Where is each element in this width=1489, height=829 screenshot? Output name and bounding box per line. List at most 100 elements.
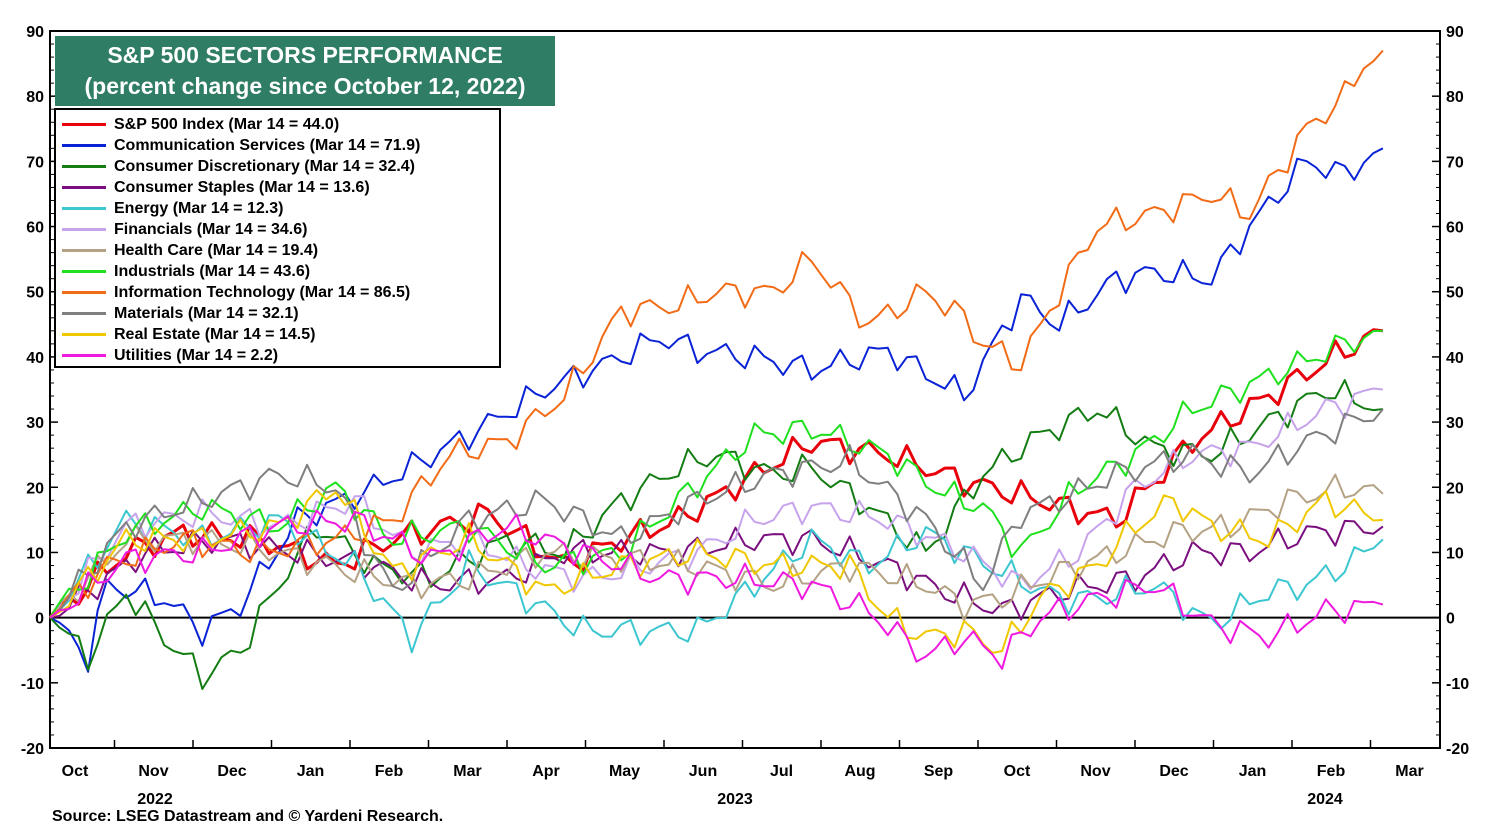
legend-label: Utilities (Mar 14 = 2.2) (114, 346, 279, 364)
month-label: Apr (532, 763, 560, 780)
y-tick-label-left: 30 (26, 415, 44, 432)
legend-item: Communication Services (Mar 14 = 71.9) (62, 135, 493, 156)
month-label: Oct (1004, 763, 1031, 780)
series-line-s-p-500-index (48, 328, 1384, 619)
year-label: 2024 (1307, 791, 1343, 808)
month-label: Sep (924, 763, 954, 780)
legend-swatch (62, 354, 106, 357)
chart-title: S&P 500 SECTORS PERFORMANCE (107, 42, 503, 68)
legend-item: Consumer Staples (Mar 14 = 13.6) (62, 177, 493, 198)
y-tick-label-right: 90 (1446, 24, 1464, 41)
y-tick-label-right: 80 (1446, 89, 1464, 106)
y-tick-label-left: 70 (26, 154, 44, 171)
series-line-utilities (49, 509, 1384, 670)
legend-swatch (62, 207, 106, 210)
plot-frame (49, 30, 1441, 749)
legend-label: Real Estate (Mar 14 = 14.5) (114, 325, 316, 343)
source-note: Source: LSEG Datastream and © Yardeni Re… (52, 808, 444, 825)
legend-item: Materials (Mar 14 = 32.1) (62, 303, 493, 324)
legend-item: Information Technology (Mar 14 = 86.5) (62, 282, 493, 303)
month-label: Mar (453, 763, 481, 780)
series-line-real-estate (49, 489, 1383, 654)
month-label: Jan (297, 763, 325, 780)
legend-swatch (62, 312, 106, 315)
legend-item: Real Estate (Mar 14 = 14.5) (62, 324, 493, 345)
legend-swatch (62, 249, 106, 252)
chart-frame (49, 30, 1441, 749)
y-tick-label-right: 60 (1446, 220, 1464, 237)
y-tick-label-left: 50 (26, 285, 44, 302)
legend: S&P 500 Index (Mar 14 = 44.0) Communicati… (54, 108, 501, 368)
y-tick-label-left: 10 (26, 545, 44, 562)
series-layer (48, 49, 1384, 690)
legend-swatch (62, 186, 106, 189)
y-tick-label-right: -20 (1446, 741, 1469, 758)
month-label: Feb (1317, 763, 1346, 780)
month-label: Mar (1395, 763, 1423, 780)
y-tick-label-right: 30 (1446, 415, 1464, 432)
month-label: Nov (1080, 763, 1110, 780)
y-tick-label-right: 40 (1446, 350, 1464, 367)
legend-label: Energy (Mar 14 = 12.3) (114, 199, 284, 217)
series-line-consumer-discretionary (49, 379, 1384, 690)
series-line-information-technology (49, 49, 1384, 619)
legend-label: Consumer Discretionary (Mar 14 = 32.4) (114, 157, 416, 175)
legend-label: Materials (Mar 14 = 32.1) (114, 304, 299, 322)
y-tick-label-left: 90 (26, 24, 44, 41)
series-line-communication-services (49, 147, 1384, 673)
legend-swatch (62, 144, 106, 147)
legend-label: Financials (Mar 14 = 34.6) (114, 220, 308, 238)
legend-label: Health Care (Mar 14 = 19.4) (114, 241, 319, 259)
legend-item: Energy (Mar 14 = 12.3) (62, 198, 493, 219)
series-line-industrials (49, 329, 1383, 619)
y-tick-label-right: 20 (1446, 480, 1464, 497)
month-label: May (609, 763, 640, 780)
legend-label: Information Technology (Mar 14 = 86.5) (114, 283, 411, 301)
legend-label: Industrials (Mar 14 = 43.6) (114, 262, 311, 280)
y-tick-label-left: 0 (35, 611, 44, 628)
month-label: Jul (770, 763, 793, 780)
y-tick-label-right: 0 (1446, 611, 1455, 628)
legend-swatch (62, 165, 106, 168)
legend-label: S&P 500 Index (Mar 14 = 44.0) (114, 115, 340, 133)
legend-item: Utilities (Mar 14 = 2.2) (62, 345, 493, 366)
series-line-financials (49, 387, 1384, 619)
chart-subtitle: (percent change since October 12, 2022) (84, 73, 526, 99)
legend-item: Financials (Mar 14 = 34.6) (62, 219, 493, 240)
legend-swatch (62, 333, 106, 336)
month-label: Aug (844, 763, 875, 780)
legend-swatch (62, 123, 106, 126)
month-label: Nov (138, 763, 168, 780)
legend-item: Industrials (Mar 14 = 43.6) (62, 261, 493, 282)
legend-swatch (62, 270, 106, 273)
month-label: Jun (689, 763, 717, 780)
y-tick-label-right: 50 (1446, 285, 1464, 302)
year-label: 2023 (717, 791, 753, 808)
y-tick-label-left: 40 (26, 350, 44, 367)
legend-swatch (62, 228, 106, 231)
month-label: Oct (62, 763, 89, 780)
y-tick-label-left: 80 (26, 89, 44, 106)
y-tick-label-left: -20 (21, 741, 44, 758)
legend-label: Consumer Staples (Mar 14 = 13.6) (114, 178, 370, 196)
chart-title-box: S&P 500 SECTORS PERFORMANCE (percent cha… (55, 36, 555, 106)
y-tick-label-left: 60 (26, 220, 44, 237)
legend-item: S&P 500 Index (Mar 14 = 44.0) (62, 114, 493, 135)
legend-swatch (62, 291, 106, 294)
month-label: Feb (375, 763, 404, 780)
y-tick-label-left: -10 (21, 676, 44, 693)
series-line-consumer-staples (49, 519, 1384, 621)
year-label: 2022 (137, 791, 173, 808)
axis-labels: -20 -20 -10 -10 0 0 10 10 20 20 30 30 40 40 50 50 60 60 70… (21, 24, 1469, 808)
month-label: Dec (217, 763, 246, 780)
series-line-energy (49, 509, 1384, 654)
month-label: Dec (1159, 763, 1188, 780)
y-tick-label-left: 20 (26, 480, 44, 497)
series-line-health-care (49, 473, 1384, 622)
y-tick-label-right: 70 (1446, 154, 1464, 171)
series-line-materials (49, 408, 1384, 619)
month-label: Jan (1239, 763, 1267, 780)
legend-item: Consumer Discretionary (Mar 14 = 32.4) (62, 156, 493, 177)
legend-label: Communication Services (Mar 14 = 71.9) (114, 136, 421, 154)
